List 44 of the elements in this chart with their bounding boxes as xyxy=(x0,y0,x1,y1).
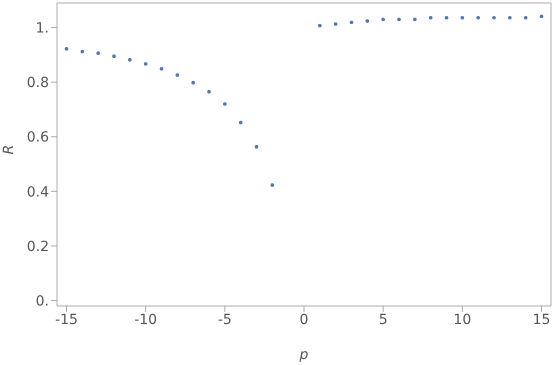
point xyxy=(176,73,180,77)
point xyxy=(444,16,448,20)
point xyxy=(350,20,354,24)
point xyxy=(144,62,148,66)
point xyxy=(80,50,84,54)
point xyxy=(160,66,164,71)
point xyxy=(524,16,528,20)
point xyxy=(381,18,385,22)
point xyxy=(112,54,116,58)
point xyxy=(238,120,242,124)
point xyxy=(318,24,322,28)
x-tick-label: -15 xyxy=(55,312,78,328)
x-tick-label: 0 xyxy=(300,312,308,328)
y-tick-label: 0.2 xyxy=(26,238,49,255)
point xyxy=(366,19,370,23)
y-tick-label: 0.4 xyxy=(26,184,50,200)
point xyxy=(460,16,464,20)
point xyxy=(428,16,432,20)
x-axis-title: p xyxy=(298,347,309,363)
point xyxy=(207,90,211,94)
y-tick-label: 0.6 xyxy=(26,130,50,146)
y-tick-label: 1. xyxy=(36,20,49,37)
point xyxy=(96,51,100,56)
x-tick-label: -10 xyxy=(134,312,158,328)
point xyxy=(508,16,512,20)
point xyxy=(334,22,338,26)
point xyxy=(540,14,544,18)
point xyxy=(397,18,401,22)
point xyxy=(191,80,195,85)
y-tick-label: 0.8 xyxy=(26,75,49,92)
point xyxy=(254,145,258,149)
point xyxy=(64,47,68,51)
y-tick-label: 0. xyxy=(36,294,49,310)
x-tick-label: 10 xyxy=(453,312,472,328)
x-tick-label: 5 xyxy=(378,312,388,328)
point xyxy=(223,102,227,106)
x-tick-label: 15 xyxy=(532,312,550,328)
point xyxy=(413,18,417,22)
point xyxy=(128,58,132,62)
point xyxy=(270,183,274,187)
point xyxy=(476,16,480,20)
y-axis-title: R xyxy=(0,144,17,154)
x-tick-label: -5 xyxy=(218,312,232,328)
point xyxy=(492,16,496,20)
